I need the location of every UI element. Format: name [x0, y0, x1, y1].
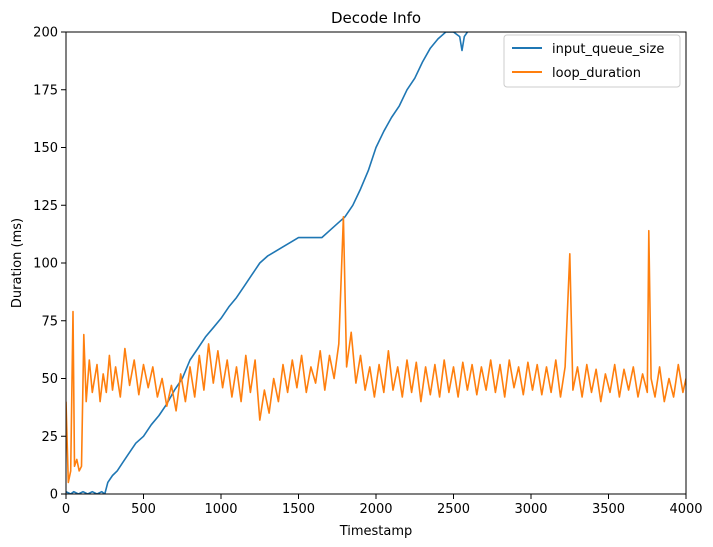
- y-tick-label: 50: [41, 372, 58, 387]
- y-tick-label: 25: [41, 430, 58, 445]
- x-tick-label: 1000: [204, 502, 237, 517]
- chart-title: Decode Info: [331, 9, 421, 27]
- legend-label-input-queue-size: input_queue_size: [552, 42, 664, 57]
- x-tick-label: 2500: [437, 502, 470, 517]
- series-line-input-queue-size: [66, 32, 469, 494]
- x-tick-label: 2000: [359, 502, 392, 517]
- x-tick-label: 3000: [514, 502, 547, 517]
- legend-box: [503, 34, 681, 88]
- x-tick-label: 500: [131, 502, 156, 517]
- legend-label-loop-duration: loop_duration: [552, 66, 641, 81]
- y-tick-label: 75: [41, 314, 58, 329]
- y-tick-label: 100: [33, 257, 58, 272]
- y-tick-label: 175: [33, 83, 58, 98]
- x-tick-label: 3500: [592, 502, 625, 517]
- y-tick-label: 125: [33, 199, 58, 214]
- y-tick-label: 150: [33, 141, 58, 156]
- x-tick-label: 0: [62, 502, 70, 517]
- y-tick-label: 200: [33, 26, 58, 41]
- legend: input_queue_size loop_duration: [503, 34, 681, 88]
- series-layer: [66, 32, 686, 494]
- series-line-loop-duration: [66, 216, 686, 484]
- x-tick-label: 1500: [282, 502, 315, 517]
- y-axis-label: Duration (ms): [10, 218, 25, 308]
- x-axis: 0 500 1000 1500 2000 2500 3000 3500 4000: [62, 494, 703, 517]
- y-axis: 0 25 50 75 100 125 150 175 200: [33, 26, 66, 503]
- x-tick-label: 4000: [669, 502, 702, 517]
- x-axis-label: Timestamp: [339, 524, 413, 539]
- y-tick-label: 0: [50, 488, 58, 503]
